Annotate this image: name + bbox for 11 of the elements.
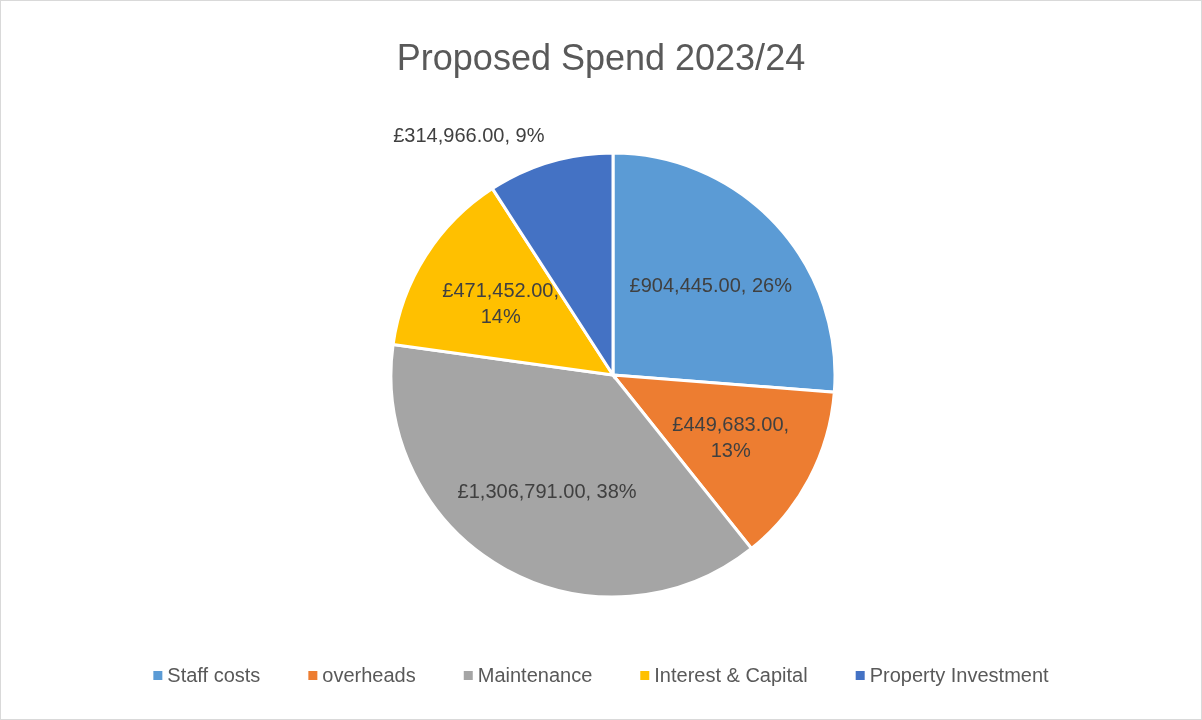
legend-label: overheads [322,664,416,686]
data-label: £904,445.00, 26% [629,273,793,296]
chart-title: Proposed Spend 2023/24 [396,37,806,78]
legend-label: Staff costs [167,664,261,686]
legend-label: Interest & Capital [654,664,808,686]
data-label: £449,683.00, 13% [672,413,790,462]
data-label: £471,452.00, 14% [442,279,560,328]
data-label: £1,306,791.00, 38% [457,479,637,502]
legend-label: Property Investment [869,664,1050,686]
legend-label: Maintenance [477,664,593,686]
data-label: £314,966.00, 9% [393,123,545,146]
